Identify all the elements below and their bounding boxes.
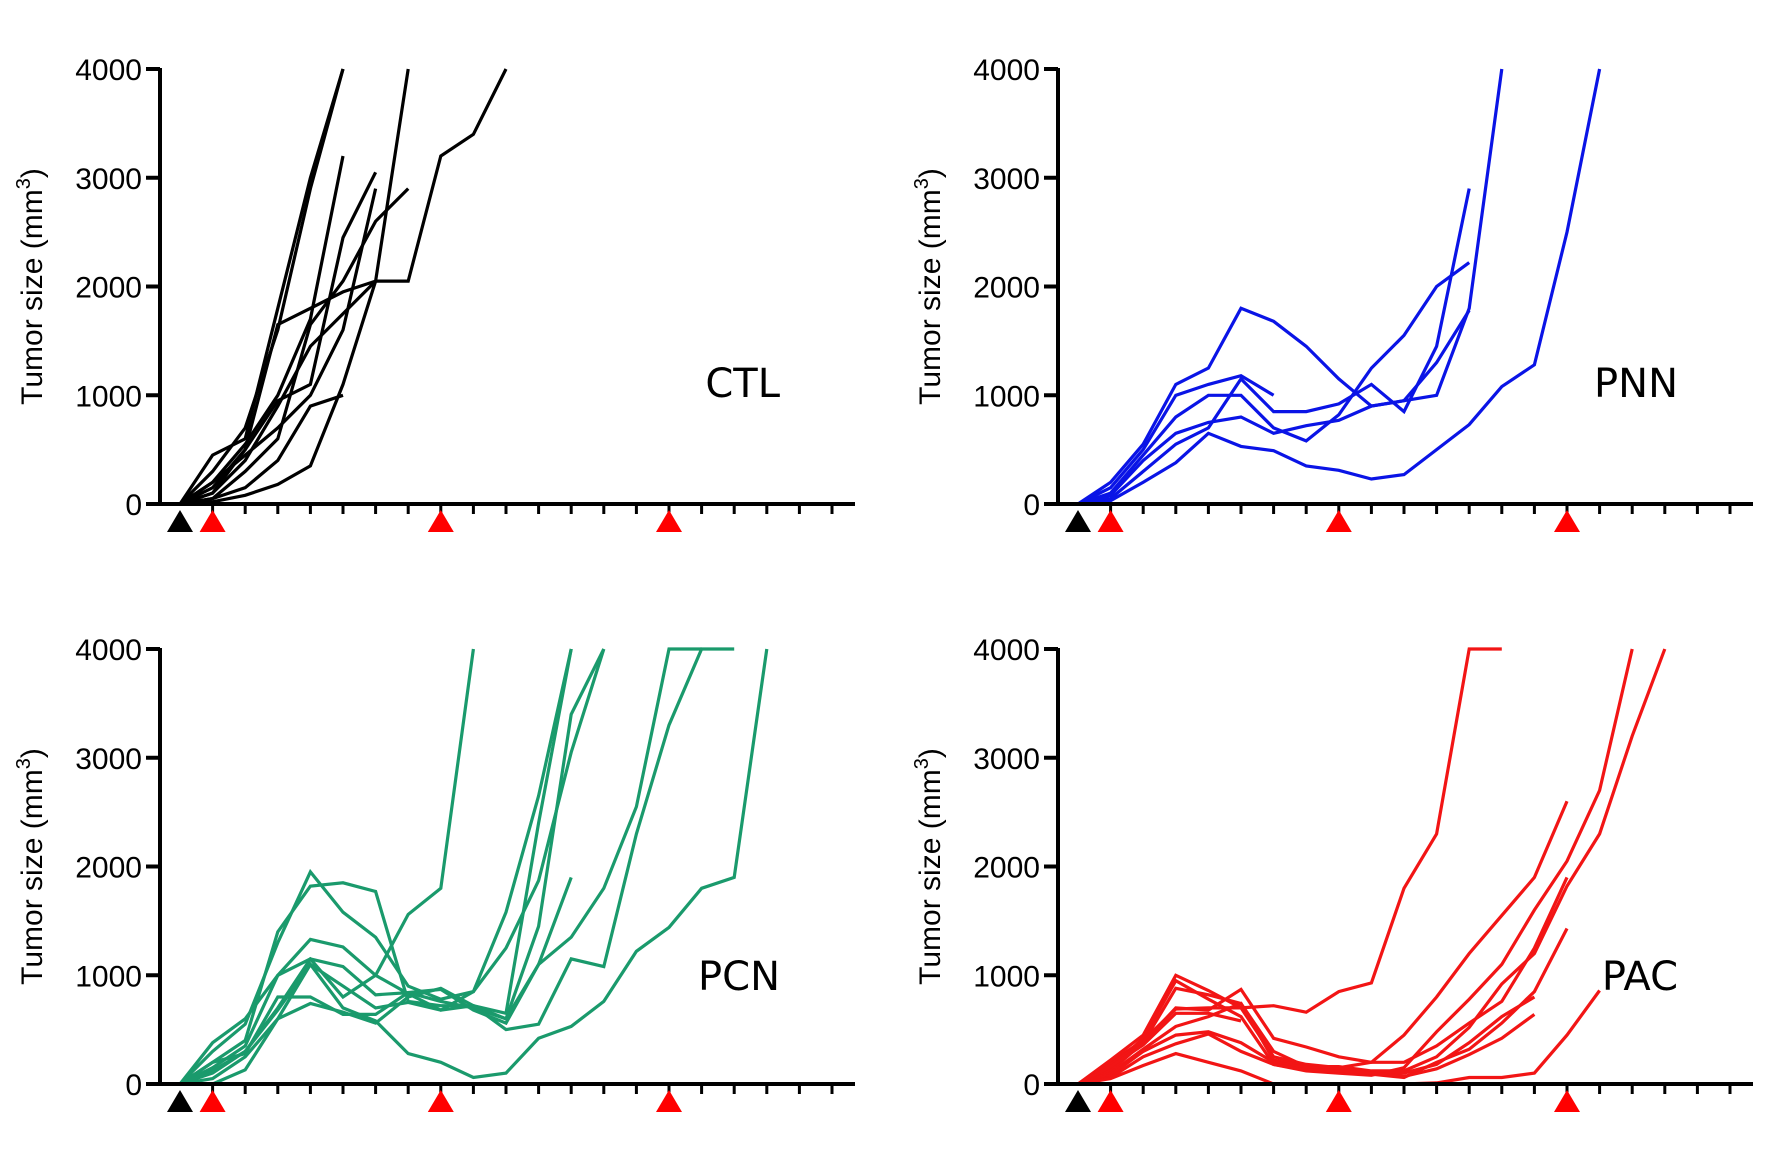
y-tick-label: 1000 (75, 960, 142, 993)
y-tick-label: 3000 (973, 163, 1040, 196)
y-tick-label: 0 (1023, 1069, 1040, 1102)
y-tick-label: 2000 (973, 272, 1040, 305)
y-tick-label: 1000 (973, 380, 1040, 413)
chart-svg: 0 1000 2000 3000 4000 Tumor size (mm3) PCN (13, 634, 855, 1112)
chart-panel-ctl: 0 1000 2000 3000 4000 Tumor size (mm3) CTL (0, 40, 893, 565)
treatment-marker-triangle (656, 510, 682, 532)
y-tick-label: 3000 (75, 743, 142, 776)
y-tick-label: 4000 (75, 54, 142, 87)
series-line-mouse-7 (179, 876, 573, 1086)
y-tick-label: 2000 (75, 852, 142, 885)
series-line-mouse-1 (178, 648, 475, 1085)
series-line-mouse-8 (179, 188, 378, 506)
series-line-mouse-3 (1077, 261, 1471, 506)
start-marker-triangle (1065, 1090, 1091, 1112)
treatment-marker-triangle (1325, 510, 1352, 532)
y-tick-label: 2000 (75, 272, 142, 305)
start-marker-triangle (167, 1090, 193, 1112)
treatment-marker-triangle (427, 1090, 454, 1112)
chart-panel-pac: 0 1000 2000 3000 4000 Tumor size (mm3) PAC (898, 620, 1791, 1145)
series-line-mouse-1 (1077, 68, 1504, 506)
series-line-mouse-10 (179, 280, 378, 506)
series-line-mouse-3 (1077, 648, 1634, 1086)
y-tick-label: 4000 (75, 634, 142, 667)
series-line-mouse-7 (179, 68, 508, 506)
series-line-mouse-6 (1077, 68, 1602, 506)
chart-svg: 0 1000 2000 3000 4000 Tumor size (mm3) PNN (911, 54, 1753, 532)
series-line-mouse-8 (179, 647, 735, 1086)
treatment-marker-triangle (199, 1090, 226, 1112)
y-tick-label: 3000 (75, 163, 142, 196)
series-line-mouse-2 (178, 648, 573, 1086)
group-label: PAC (1602, 954, 1678, 1000)
group-label: PCN (698, 954, 780, 1000)
series-line-mouse-5 (1077, 188, 1471, 506)
series-line-mouse-9 (1077, 1013, 1536, 1086)
chart-panel-pcn: 0 1000 2000 3000 4000 Tumor size (mm3) PCN (0, 620, 893, 1145)
y-tick-label: 0 (1023, 489, 1040, 522)
start-marker-triangle (167, 510, 193, 532)
series-line-mouse-3 (179, 648, 573, 1086)
treatment-marker-triangle (1554, 1090, 1580, 1112)
start-marker-triangle (1065, 510, 1091, 532)
series-line-mouse-2 (178, 68, 345, 506)
series-line-mouse-8 (1077, 995, 1536, 1086)
series-line-mouse-1 (178, 68, 345, 505)
series-line-mouse-9 (180, 648, 769, 1086)
treatment-marker-triangle (1097, 510, 1124, 532)
y-tick-label: 3000 (973, 743, 1040, 776)
treatment-marker-triangle (427, 510, 454, 532)
y-tick-label: 4000 (973, 54, 1040, 87)
series-line-mouse-4 (1077, 309, 1471, 506)
y-tick-label: 0 (125, 1069, 142, 1102)
chart-svg: 0 1000 2000 3000 4000 Tumor size (mm3) CTL (13, 54, 855, 532)
chart-svg: 0 1000 2000 3000 4000 Tumor size (mm3) PAC (911, 634, 1753, 1112)
series-line-mouse-2 (1077, 373, 1275, 506)
series-group (178, 68, 508, 506)
series-group (178, 647, 769, 1086)
treatment-marker-triangle (1554, 510, 1580, 532)
treatment-marker-triangle (656, 1090, 682, 1112)
group-label: CTL (705, 361, 780, 407)
series-line-mouse-1 (1077, 647, 1502, 1086)
chart-panel-pnn: 0 1000 2000 3000 4000 Tumor size (mm3) PNN (898, 40, 1791, 565)
y-tick-label: 4000 (973, 634, 1040, 667)
y-axis-title: Tumor size (mm3) (13, 748, 49, 985)
series-line-mouse-4 (179, 648, 606, 1086)
series-group (1077, 647, 1667, 1086)
y-axis-title: Tumor size (mm3) (911, 748, 947, 985)
treatment-marker-triangle (199, 510, 226, 532)
treatment-marker-triangle (1097, 1090, 1124, 1112)
series-line-mouse-4 (1077, 648, 1667, 1086)
series-line-mouse-5 (179, 171, 378, 506)
series-line-mouse-3 (179, 155, 345, 506)
y-tick-label: 1000 (973, 960, 1040, 993)
y-tick-label: 2000 (973, 852, 1040, 885)
series-line-mouse-9 (179, 393, 344, 506)
y-tick-label: 0 (125, 489, 142, 522)
y-axis-title: Tumor size (mm3) (13, 168, 49, 405)
series-line-mouse-6 (179, 187, 410, 506)
y-tick-label: 1000 (75, 380, 142, 413)
series-line-mouse-5 (1077, 876, 1569, 1086)
y-axis-title: Tumor size (mm3) (911, 168, 947, 405)
group-label: PNN (1594, 361, 1678, 407)
treatment-marker-triangle (1325, 1090, 1352, 1112)
series-group (1077, 68, 1602, 506)
